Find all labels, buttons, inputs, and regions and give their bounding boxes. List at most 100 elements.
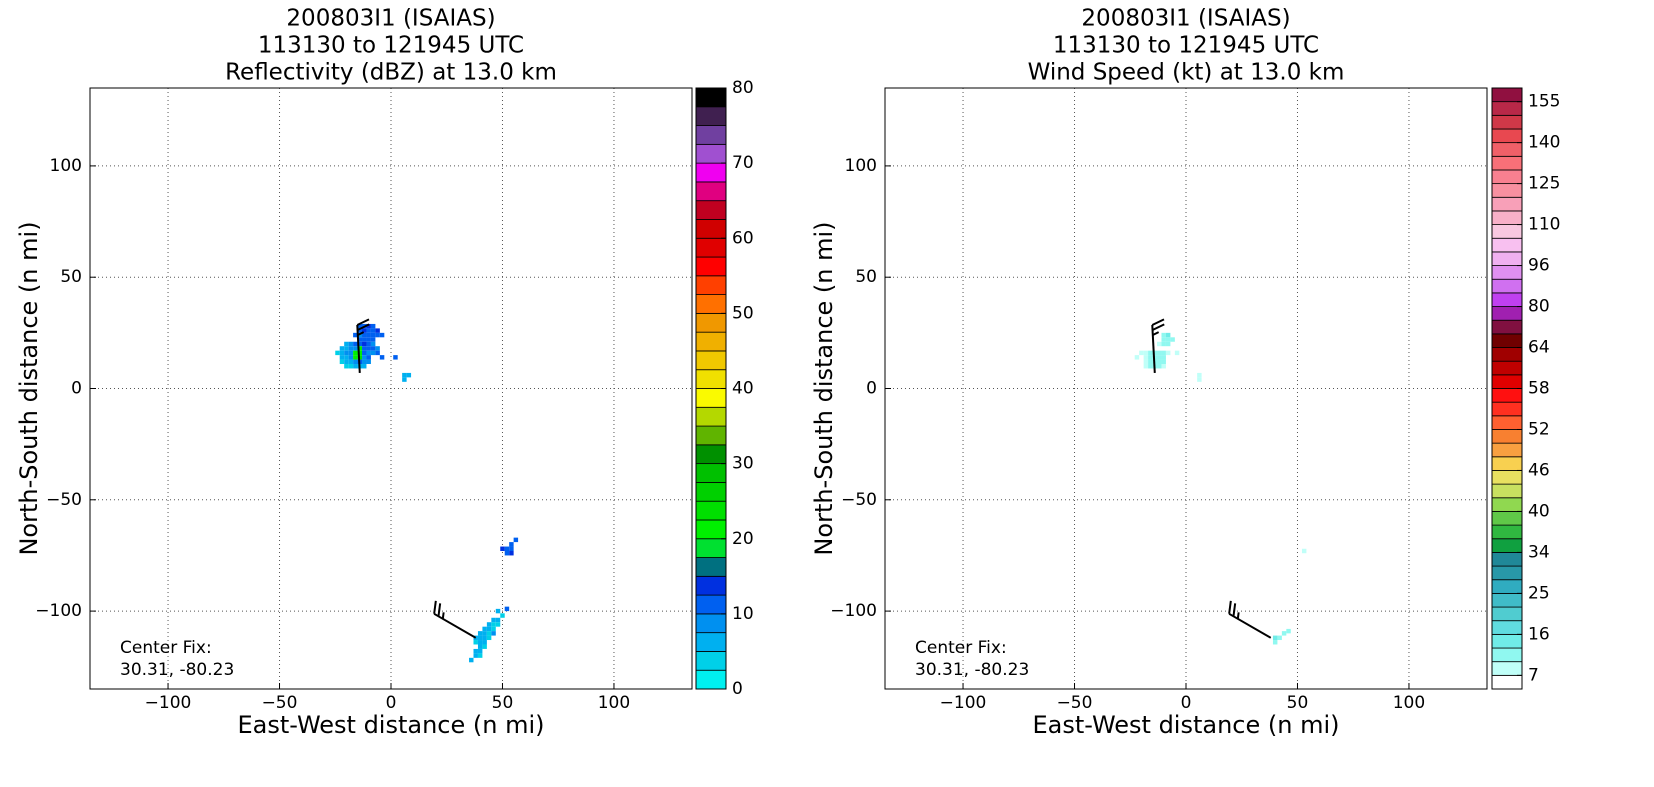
barb-feather	[441, 612, 445, 619]
data-cell	[370, 328, 376, 333]
colorbar-segment	[1491, 497, 1523, 512]
plot-frame	[884, 87, 1488, 690]
data-cell	[1301, 548, 1307, 554]
data-cell	[362, 355, 367, 360]
data-cell	[1157, 341, 1162, 347]
chart-title: 113130 to 121945 UTC	[258, 33, 524, 59]
data-cell	[366, 355, 371, 360]
data-cell	[486, 635, 492, 641]
colorbar-tick-label: 34	[1528, 542, 1550, 562]
x-tick-label: −50	[1057, 693, 1093, 713]
data-cell	[482, 626, 487, 632]
y-tick-label: 100	[50, 156, 82, 176]
y-tick-label: 50	[60, 267, 82, 287]
panel: 200803I1 (ISAIAS)113130 to 121945 UTCRef…	[15, 6, 754, 740]
data-cell	[482, 640, 487, 645]
colorbar-segment	[1491, 374, 1523, 389]
colorbar-segment	[1491, 620, 1523, 635]
data-cell	[370, 341, 376, 347]
data-cell	[344, 346, 349, 351]
data-cell	[482, 635, 487, 641]
colorbar-segment	[695, 519, 727, 540]
data-cell	[495, 622, 501, 627]
data-cell	[1277, 635, 1282, 641]
colorbar-segment	[695, 538, 727, 558]
colorbar-tick-label: 110	[1528, 215, 1560, 235]
barb-staff	[1228, 612, 1272, 639]
data-cell	[1157, 364, 1162, 369]
chart-title: 113130 to 121945 UTC	[1053, 33, 1319, 59]
colorbar-segment	[1491, 524, 1523, 540]
y-axis-label: North-South distance (n mi)	[15, 221, 43, 555]
data-cell	[370, 350, 376, 356]
data-cell	[1161, 332, 1166, 338]
data-cell	[348, 346, 354, 351]
colorbar-segment	[1491, 183, 1523, 198]
colorbar-segment	[695, 388, 727, 408]
colorbar-tick-label: 70	[732, 153, 754, 173]
x-tick-label: 0	[1181, 693, 1192, 713]
colorbar-segment	[1491, 237, 1523, 253]
plot-frame	[89, 87, 693, 690]
data-cell	[491, 622, 496, 627]
data-cell	[486, 631, 492, 636]
data-cell	[1286, 628, 1291, 634]
data-cell	[1148, 355, 1153, 360]
data-cell	[1272, 640, 1278, 645]
chart-title: Reflectivity (dBZ) at 13.0 km	[225, 60, 557, 86]
data-cell	[344, 364, 349, 369]
data-cell	[469, 657, 474, 663]
colorbar-segment	[1491, 429, 1523, 444]
data-cell	[473, 653, 478, 658]
colorbar-segment	[1491, 251, 1523, 266]
data-cell	[353, 355, 358, 360]
colorbar-segment	[695, 632, 727, 652]
colorbar-segment	[695, 463, 727, 483]
barb-feather	[1151, 318, 1165, 326]
data-cell	[509, 550, 514, 556]
colorbar-tick-label: 46	[1528, 460, 1550, 480]
wind-barb	[1228, 600, 1272, 639]
colorbar-segment	[1491, 196, 1523, 212]
colorbar-segment	[1491, 552, 1523, 567]
data-cell	[504, 550, 510, 556]
colorbar-segment	[695, 369, 727, 389]
x-axis-label: East-West distance (n mi)	[1032, 711, 1339, 739]
y-tick-label: 100	[845, 156, 877, 176]
colorbar-segment	[1491, 101, 1523, 116]
colorbar-segment	[1491, 142, 1523, 157]
annotation: Center Fix:	[915, 638, 1007, 658]
colorbar-tick-label: 125	[1528, 174, 1560, 194]
colorbar-segment	[695, 237, 727, 258]
data-cell	[339, 346, 345, 351]
data-cell	[1152, 350, 1158, 356]
data-cell	[375, 350, 380, 356]
data-cell	[366, 332, 371, 338]
annotation: 30.31, -80.23	[120, 660, 234, 680]
x-tick-label: 0	[386, 693, 397, 713]
barb-staff	[356, 324, 361, 373]
colorbar-segment	[1491, 319, 1523, 335]
colorbar-segment	[695, 613, 727, 634]
data-cell	[491, 617, 496, 623]
data-cell	[1161, 350, 1166, 356]
barb-feather	[437, 603, 442, 617]
data-cell	[375, 332, 380, 338]
colorbar-segment	[1491, 442, 1523, 458]
colorbar-segment	[1491, 415, 1523, 430]
y-tick-label: 0	[866, 379, 877, 399]
colorbar-segment	[1491, 210, 1523, 225]
data-cell	[1157, 359, 1162, 365]
data-cell	[370, 323, 376, 329]
data-cell	[339, 359, 345, 365]
colorbar-tick-label: 25	[1528, 583, 1550, 603]
x-tick-label: 100	[598, 693, 630, 713]
data-cell	[1161, 355, 1166, 360]
colorbar-segment	[695, 106, 727, 126]
data-cell	[491, 626, 496, 632]
colorbar-segment	[695, 275, 727, 295]
data-cell	[357, 328, 363, 333]
colorbar-tick-label: 140	[1528, 133, 1560, 153]
data-cell	[509, 542, 514, 547]
colorbar-segment	[695, 162, 727, 183]
